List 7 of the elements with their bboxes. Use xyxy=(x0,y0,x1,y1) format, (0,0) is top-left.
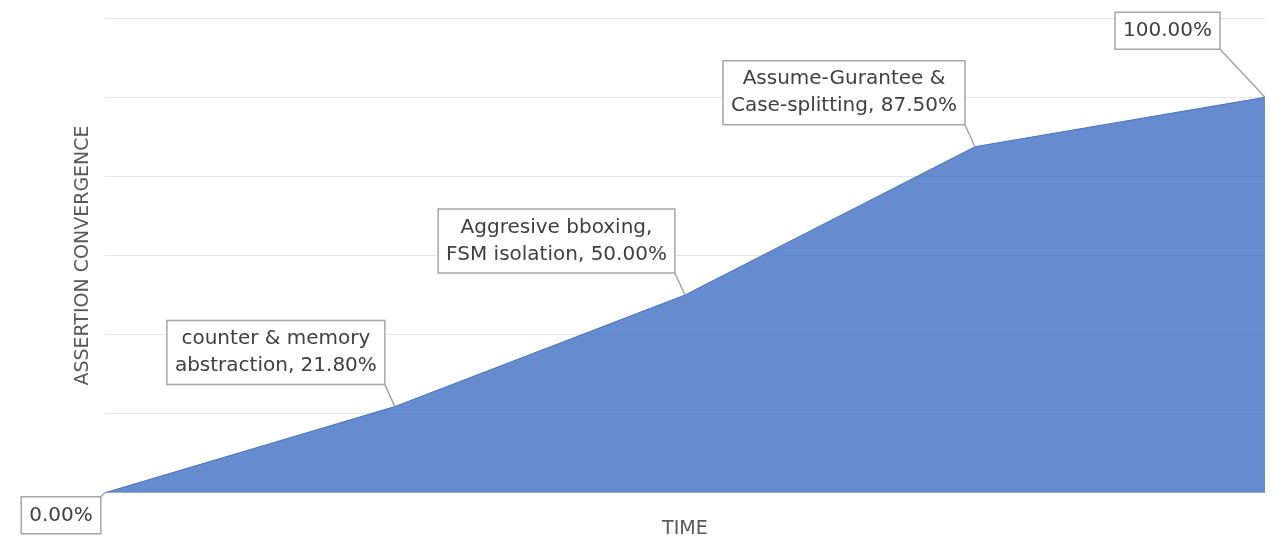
data-label: 100.00% xyxy=(1123,17,1212,41)
data-label: Aggresive bboxing, FSM isolation, 50.00% xyxy=(446,213,667,265)
y-axis-title: ASSERTION CONVERGENCE xyxy=(70,125,93,386)
data-label: Assume-Gurantee & Case-splitting, 87.50% xyxy=(730,65,957,117)
data-label: counter & memory abstraction, 21.80% xyxy=(174,325,377,377)
data-label: 0.00% xyxy=(29,501,93,526)
x-axis-title: TIME xyxy=(661,515,708,538)
